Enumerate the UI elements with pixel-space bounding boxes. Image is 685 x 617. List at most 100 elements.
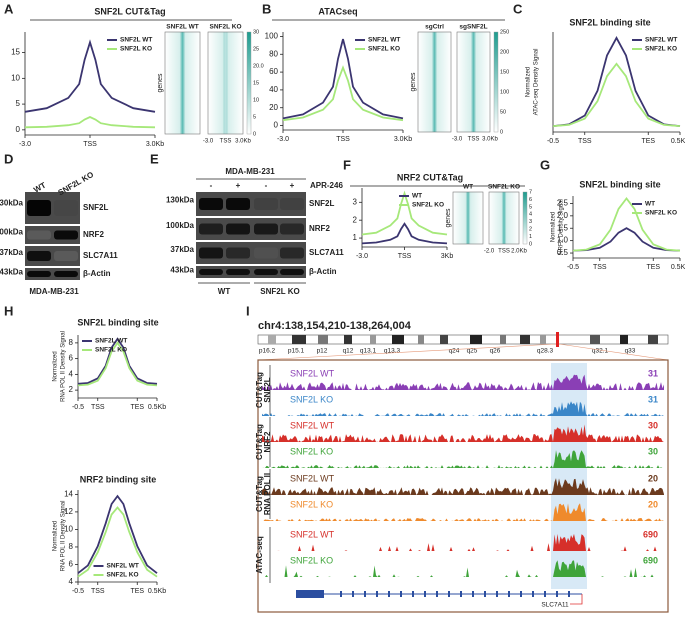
cell-line: MDA-MB-231: [29, 287, 79, 296]
gene-exon: [376, 591, 378, 597]
y-tick-label: 100: [265, 32, 279, 41]
blot-band: [254, 198, 278, 210]
heatmap-x-label: -3.0: [203, 139, 214, 145]
chart-title: SNF2L binding site: [77, 317, 158, 327]
x-tick-label: -0.5: [567, 264, 579, 271]
ideogram-band: [620, 335, 628, 344]
track-scale: 20: [648, 473, 658, 483]
gene-exon: [532, 591, 534, 597]
ideogram-band: [500, 335, 506, 344]
heatmap-x-label: TSS: [468, 137, 480, 143]
colorbar-label: 250: [500, 29, 509, 35]
colorbar-label: 100: [500, 89, 509, 95]
colorbar-label: 25: [253, 46, 259, 52]
x-tick-label: 0.5Kb: [148, 404, 166, 411]
profile-line: [552, 62, 681, 127]
colorbar-label: 30: [253, 29, 259, 35]
highlight: [551, 363, 587, 589]
y-tick-label: 5: [16, 99, 21, 108]
profile-line: [24, 116, 156, 129]
coverage-track: [262, 503, 664, 521]
group-label: ATAC-seq: [255, 536, 264, 574]
zoom: [257, 343, 557, 361]
colorbar-label: 50: [500, 109, 506, 115]
heatmap-column: WT: [463, 184, 473, 191]
y-tick-label: 0: [16, 125, 21, 134]
panel-letter: B: [262, 1, 271, 16]
y-axis-label: ATAC-seq Density Signal: [534, 49, 540, 116]
ideogram-band: [418, 335, 424, 344]
y-tick-label: 80: [269, 49, 278, 58]
blot-band: [280, 269, 304, 275]
x-tick-label: 3.0Kb: [146, 141, 164, 148]
protein-label: β-Actin: [309, 267, 337, 276]
blot-band: [226, 247, 250, 259]
ideogram-band: [470, 335, 482, 344]
heatmap: [417, 31, 452, 133]
track-scale: 31: [648, 368, 658, 378]
x-tick-label: TES: [130, 404, 144, 411]
coverage-track: [262, 374, 664, 390]
panel-letter: I: [246, 303, 250, 318]
x-tick-label: TSS: [91, 588, 105, 595]
gene-exon: [340, 591, 342, 597]
protein-label: SLC7A11: [83, 251, 118, 260]
track-name: SNF2L KO: [290, 499, 333, 509]
coverage-track: [262, 424, 664, 442]
band-label: q12: [343, 348, 354, 355]
gene-exon: [436, 591, 438, 597]
panel-letter: E: [150, 151, 159, 166]
blot-panel: [196, 242, 306, 264]
gene-exon: [460, 591, 462, 597]
gene-exon: [388, 591, 390, 597]
legend-label: SNF2L KO: [645, 46, 677, 53]
blot-band: [54, 251, 78, 261]
colorbar-label: 4: [529, 212, 532, 218]
band-label: q24: [449, 348, 460, 355]
ideogram-band: [392, 335, 404, 344]
profile-line: [77, 341, 158, 387]
colorbar-label: 10: [253, 97, 259, 103]
y-tick-label: 3: [353, 197, 358, 206]
colorbar: [246, 31, 252, 135]
colorbar-label: 15: [253, 80, 259, 86]
band-label: p16.2: [259, 348, 276, 355]
profile-line: [572, 227, 681, 252]
heatmap-x-label: -3.0: [452, 137, 463, 143]
size-marker: 100kDa: [166, 221, 195, 230]
y-tick-label: 8: [69, 542, 74, 551]
x-tick-label: -0.5: [72, 588, 84, 595]
track-name: SNF2L WT: [290, 368, 335, 378]
legend-label: WT: [645, 201, 655, 208]
y-axis-label: Normalized: [551, 212, 557, 242]
y-tick-label: 1: [353, 233, 358, 242]
panel-letter: H: [4, 303, 13, 318]
gene-exon: [556, 591, 558, 597]
treatment-sign: -: [265, 181, 268, 190]
size-marker: 130kDa: [0, 198, 24, 207]
band-label: q13.1: [360, 348, 377, 355]
band-label: q28.3: [537, 348, 554, 355]
colorbar-label: 20.0: [253, 63, 264, 69]
heatmap-column: SNF2L KO: [488, 184, 520, 191]
coverage-track: [262, 401, 664, 416]
y-tick-label: 6: [69, 354, 74, 363]
gene-exon: [448, 591, 450, 597]
blot-band: [199, 269, 223, 275]
profile-line: [552, 36, 681, 127]
legend-label: SNF2L WT: [368, 37, 400, 44]
protein-label: SNF2L: [309, 199, 334, 208]
x-tick-label: 0.5Kb: [148, 588, 166, 595]
coverage-track: [262, 560, 664, 577]
gene-exon: [484, 591, 486, 597]
y-tick-label: 15: [11, 48, 20, 57]
gene-exon: [508, 591, 510, 597]
track-name: SNF2L WT: [290, 529, 335, 539]
heatmap-column: sgCtrl: [425, 24, 444, 31]
y-tick-label: 4: [69, 577, 74, 586]
y-tick-label: 1.5: [557, 223, 569, 232]
legend-label: SNF2L KO: [107, 572, 139, 579]
group-label: WT: [218, 287, 231, 296]
group-label: SNF2L KO: [260, 287, 299, 296]
